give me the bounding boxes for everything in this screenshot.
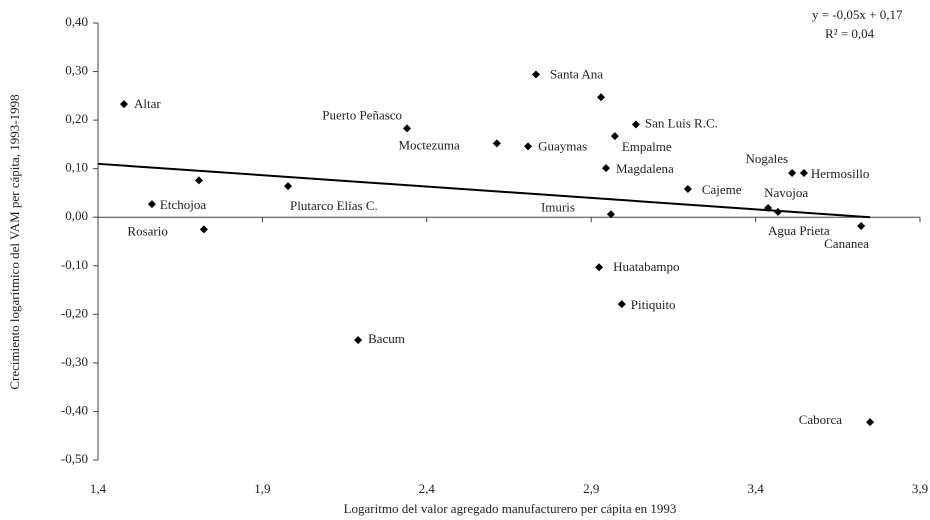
point-label: Navojoa [764, 185, 808, 200]
point [606, 210, 615, 219]
x-tick-label: 1,4 [90, 481, 107, 496]
point [617, 300, 626, 309]
point [284, 182, 293, 191]
point [601, 164, 610, 173]
point [531, 70, 540, 79]
r-squared: R² = 0,04 [825, 26, 875, 41]
point-label: Nogales [745, 151, 788, 166]
point [354, 336, 363, 345]
point [595, 263, 604, 272]
x-tick-label: 3,4 [747, 481, 764, 496]
point [799, 169, 808, 178]
point-label: Etchojoa [160, 197, 206, 212]
point-label: Bacum [368, 331, 405, 346]
point [403, 124, 412, 133]
x-axis-title: Logaritmo del valor agregado manufacture… [344, 501, 677, 516]
y-tick-label: 0,00 [65, 208, 88, 223]
point-label: Agua Prieta [768, 223, 830, 238]
point [194, 176, 203, 185]
y-axis-title: Crecimiento logarítmico del VAM per cápi… [7, 94, 22, 389]
point-label: Altar [134, 96, 161, 111]
y-tick-label: -0,20 [61, 305, 88, 320]
x-tick-label: 2,9 [583, 481, 599, 496]
y-tick-label: 0,10 [65, 160, 88, 175]
point-label: Cananea [824, 236, 869, 251]
point-label: Guaymas [538, 138, 587, 153]
point-label: Huatabampo [613, 259, 679, 274]
point-label: Imuris [541, 199, 575, 214]
y-tick-label: -0,10 [61, 257, 88, 272]
equation: y = -0,05x + 0,17 [812, 7, 903, 22]
point [866, 418, 875, 427]
point-label: San Luis R.C. [645, 115, 718, 130]
x-tick-label: 3,9 [912, 481, 928, 496]
point-label: Santa Ana [550, 66, 603, 81]
trend-line [97, 162, 871, 219]
point-label: Rosario [127, 223, 167, 238]
y-tick-label: 0,30 [65, 63, 88, 78]
point [119, 100, 128, 109]
x-tick-label: 2,4 [419, 481, 436, 496]
point-label: Pitiquito [631, 297, 676, 312]
point [610, 132, 619, 141]
point [788, 169, 797, 178]
y-tick-label: -0,40 [61, 402, 88, 417]
point-label: Plutarco Elías C. [290, 198, 378, 213]
point-label: Empalme [622, 139, 672, 154]
point [631, 120, 640, 129]
point [764, 203, 773, 212]
point-label: Moctezuma [398, 137, 460, 152]
point [773, 207, 782, 216]
point [524, 142, 533, 151]
y-tick-label: 0,20 [65, 111, 88, 126]
point [147, 200, 156, 209]
point-label: Hermosillo [811, 166, 870, 181]
y-tick-label: -0,50 [61, 451, 88, 466]
x-tick-label: 1,9 [254, 481, 270, 496]
point [492, 139, 501, 148]
point [857, 221, 866, 230]
point-label: Cajeme [702, 182, 742, 197]
y-tick-label: 0,40 [65, 14, 88, 29]
point [199, 225, 208, 234]
point-label: Puerto Peñasco [322, 107, 402, 122]
point [683, 185, 692, 194]
point-label: Magdalena [616, 161, 674, 176]
point [597, 93, 606, 102]
y-tick-label: -0,30 [61, 354, 88, 369]
point-label: Caborca [799, 412, 843, 427]
